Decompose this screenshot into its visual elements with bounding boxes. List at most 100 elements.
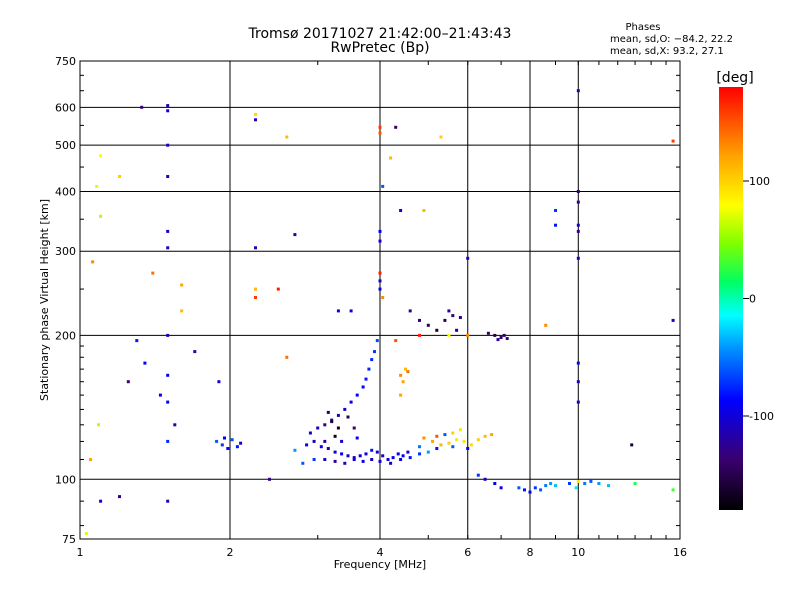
data-point xyxy=(576,223,580,227)
data-point xyxy=(89,458,93,461)
colorbar-tick-label: 0 xyxy=(749,293,756,306)
data-point xyxy=(352,458,356,461)
data-point xyxy=(486,331,490,335)
data-point xyxy=(589,479,593,483)
data-point xyxy=(576,229,580,233)
data-point xyxy=(223,436,226,440)
data-point xyxy=(370,458,374,461)
data-point xyxy=(378,279,382,283)
data-point xyxy=(576,479,580,483)
data-point xyxy=(254,296,257,299)
data-point xyxy=(166,246,170,250)
data-point xyxy=(399,393,403,397)
data-point xyxy=(576,256,580,260)
data-point xyxy=(568,482,571,485)
data-point xyxy=(435,447,439,450)
data-point xyxy=(378,131,382,135)
data-point xyxy=(293,233,297,237)
data-point xyxy=(401,454,405,458)
stats-heading: Phases xyxy=(625,22,660,33)
data-point xyxy=(166,333,170,337)
data-point xyxy=(476,438,480,442)
data-point xyxy=(447,333,451,337)
data-point xyxy=(361,459,365,463)
data-point xyxy=(235,445,239,449)
data-point xyxy=(493,482,497,485)
y-tick-label: 500 xyxy=(55,139,76,152)
data-point xyxy=(323,423,327,427)
data-point xyxy=(215,439,219,443)
data-point xyxy=(418,445,421,449)
data-point xyxy=(517,486,521,490)
data-point xyxy=(502,333,506,337)
data-point xyxy=(583,482,587,485)
data-point xyxy=(451,431,455,435)
data-point xyxy=(333,450,337,454)
data-point xyxy=(378,239,382,243)
data-point xyxy=(193,350,197,354)
data-point xyxy=(391,456,395,460)
data-point xyxy=(554,209,557,212)
data-point xyxy=(293,448,297,452)
data-point xyxy=(330,420,334,424)
data-point xyxy=(151,271,155,275)
data-point xyxy=(576,400,580,404)
data-point xyxy=(458,428,462,432)
x-tick-label: 1 xyxy=(77,546,84,559)
data-point xyxy=(166,400,170,404)
data-point xyxy=(126,380,130,384)
data-point xyxy=(343,461,347,465)
data-point xyxy=(343,407,347,411)
data-point xyxy=(476,473,480,477)
data-point xyxy=(406,450,410,454)
data-point xyxy=(630,443,634,447)
data-point xyxy=(499,336,503,339)
data-point xyxy=(166,143,170,147)
x-tick-label: 4 xyxy=(377,546,384,559)
data-point xyxy=(166,373,170,377)
data-point xyxy=(499,486,503,490)
x-axis-label: Frequency [MHz] xyxy=(334,558,426,571)
chart-title: Tromsø 20171027 21:42:00–21:43:43 xyxy=(248,26,512,42)
data-point xyxy=(99,154,103,158)
data-point xyxy=(375,450,379,454)
y-tick-label: 600 xyxy=(55,101,76,114)
data-point xyxy=(483,477,487,481)
data-point xyxy=(118,175,121,178)
data-point xyxy=(308,431,312,435)
data-point xyxy=(483,434,487,438)
data-point xyxy=(394,339,398,343)
colorbar-tick-label: -100 xyxy=(749,410,774,423)
data-point xyxy=(576,380,580,384)
data-point xyxy=(574,486,578,490)
data-point xyxy=(226,447,230,450)
data-point xyxy=(285,355,289,359)
x-tick-label: 2 xyxy=(227,546,234,559)
data-point xyxy=(166,439,170,443)
data-point xyxy=(422,436,426,440)
data-point xyxy=(404,367,407,371)
data-point xyxy=(381,296,385,299)
data-point xyxy=(254,287,257,291)
data-point xyxy=(576,200,580,204)
data-point xyxy=(378,229,382,233)
data-point xyxy=(394,125,398,129)
data-point xyxy=(493,333,497,337)
data-point xyxy=(166,109,170,113)
data-point xyxy=(375,339,379,343)
data-point xyxy=(451,314,455,318)
data-point xyxy=(99,499,103,503)
data-point xyxy=(323,439,327,443)
data-point xyxy=(422,209,426,212)
data-point xyxy=(254,246,257,250)
data-point xyxy=(118,495,121,499)
data-point xyxy=(539,488,543,492)
data-point xyxy=(455,328,459,332)
y-tick-label: 100 xyxy=(55,473,76,486)
data-point xyxy=(418,452,421,456)
data-point xyxy=(399,209,403,212)
data-point xyxy=(349,400,353,404)
data-point xyxy=(166,499,170,503)
chart-subtitle: RwPretec (Bp) xyxy=(330,40,429,56)
